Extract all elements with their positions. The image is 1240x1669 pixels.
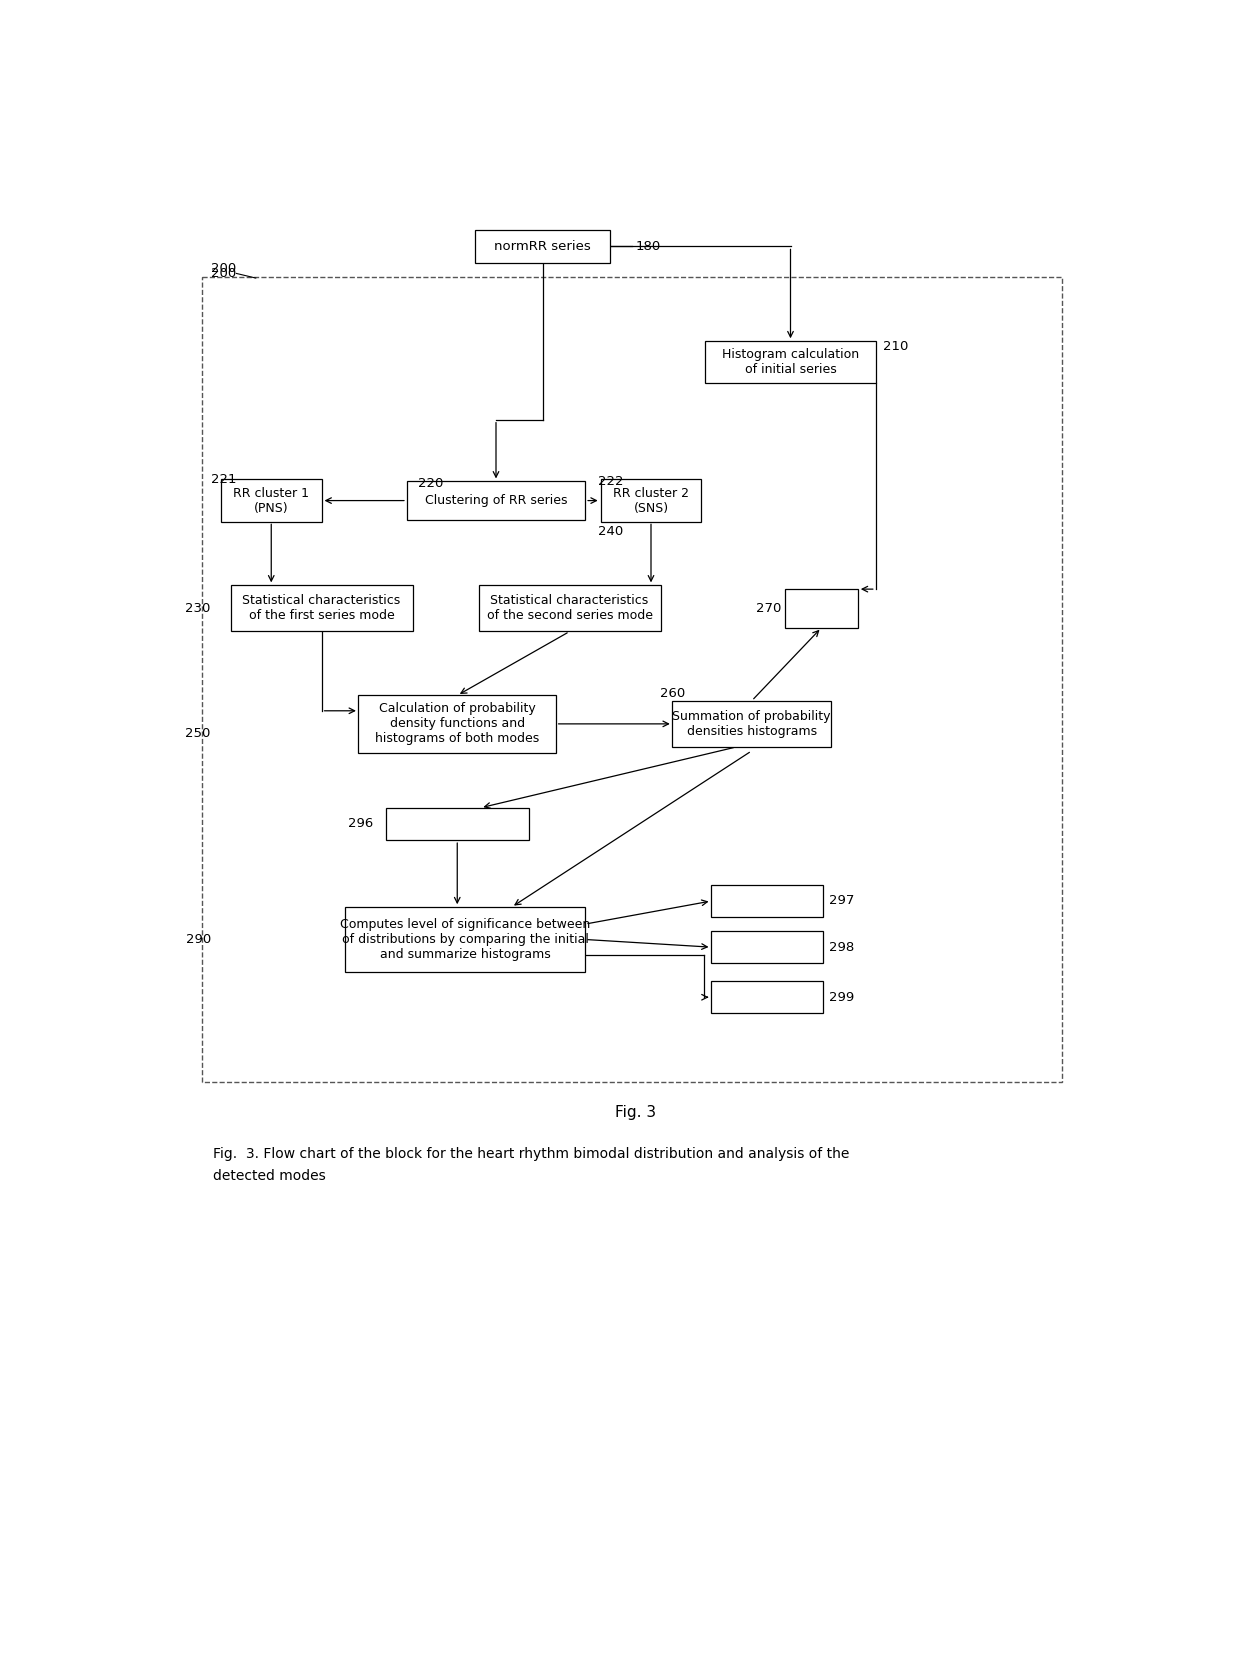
Bar	[201, 277, 1061, 1082]
Bar	[785, 589, 858, 628]
Text: Histogram calculation
of initial series: Histogram calculation of initial series	[722, 347, 859, 376]
Text: Fig. 3: Fig. 3	[615, 1105, 656, 1120]
Text: RR cluster 1
(PNS): RR cluster 1 (PNS)	[233, 487, 309, 514]
Text: Summation of probability
densities histograms: Summation of probability densities histo…	[672, 709, 831, 738]
Bar	[600, 479, 702, 522]
Bar	[386, 808, 529, 840]
Bar	[711, 981, 823, 1013]
Text: 296: 296	[348, 818, 373, 831]
Text: Clustering of RR series: Clustering of RR series	[425, 494, 567, 507]
Text: RR cluster 2
(SNS): RR cluster 2 (SNS)	[613, 487, 689, 514]
Bar	[706, 340, 875, 384]
Text: 299: 299	[830, 991, 854, 1003]
Text: 260: 260	[660, 686, 686, 699]
Bar	[711, 885, 823, 918]
Text: 220: 220	[418, 477, 444, 491]
Text: Calculation of probability
density functions and
histograms of both modes: Calculation of probability density funct…	[376, 703, 539, 746]
Bar	[672, 701, 831, 748]
Text: 230: 230	[186, 603, 211, 614]
Text: 297: 297	[830, 895, 854, 908]
Bar	[475, 230, 610, 262]
Text: 210: 210	[883, 340, 909, 354]
Text: Statistical characteristics
of the first series mode: Statistical characteristics of the first…	[243, 594, 401, 623]
Text: 270: 270	[756, 603, 781, 614]
Bar	[231, 586, 413, 631]
Text: detected modes: detected modes	[213, 1168, 326, 1183]
Text: Fig.  3. Flow chart of the block for the heart rhythm bimodal distribution and a: Fig. 3. Flow chart of the block for the …	[213, 1147, 849, 1162]
Text: normRR series: normRR series	[494, 240, 591, 254]
Text: 290: 290	[186, 933, 211, 946]
Text: 180: 180	[635, 240, 661, 254]
Text: 240: 240	[598, 524, 624, 537]
Bar	[711, 931, 823, 963]
Bar	[221, 479, 321, 522]
Text: 200: 200	[211, 267, 236, 280]
Bar	[479, 586, 661, 631]
Text: 250: 250	[186, 726, 211, 739]
Bar	[358, 694, 556, 753]
Text: 221: 221	[211, 472, 237, 486]
Text: 200: 200	[211, 262, 236, 274]
Text: 222: 222	[598, 474, 624, 487]
Text: Computes level of significance between
of distributions by comparing the initial: Computes level of significance between o…	[340, 918, 590, 961]
Bar	[407, 481, 585, 519]
Text: Statistical characteristics
of the second series mode: Statistical characteristics of the secon…	[486, 594, 652, 623]
Text: 298: 298	[830, 941, 854, 953]
Bar	[345, 906, 585, 973]
